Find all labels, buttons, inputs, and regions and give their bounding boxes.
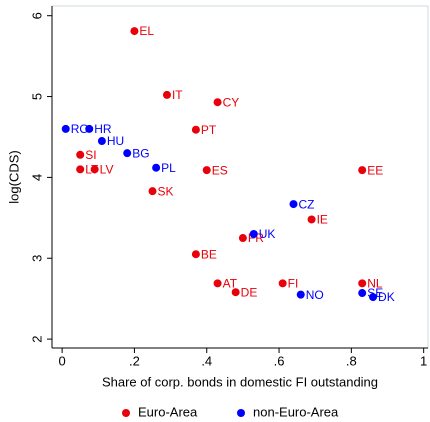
point — [231, 288, 240, 297]
point — [152, 163, 161, 172]
point — [90, 165, 99, 174]
point — [76, 165, 85, 174]
point — [61, 124, 70, 133]
point — [202, 166, 211, 175]
point — [213, 279, 222, 288]
x-axis-title: Share of corp. bonds in domestic FI outs… — [102, 374, 378, 389]
point — [289, 200, 298, 209]
point-label: BG — [132, 146, 149, 160]
point-label: DE — [241, 285, 258, 299]
point-label: SI — [85, 148, 96, 162]
x-tick-label: .4 — [201, 353, 212, 368]
point-label: IT — [172, 88, 183, 102]
point-label: FI — [288, 276, 299, 290]
point — [213, 98, 222, 107]
point-label: CZ — [299, 197, 315, 211]
x-tick-label: .2 — [129, 353, 140, 368]
point — [191, 125, 200, 134]
point — [249, 230, 258, 238]
point-label: RO — [71, 122, 89, 136]
y-tick-label: 5 — [29, 93, 44, 100]
point — [296, 290, 305, 299]
point-label: HU — [107, 134, 124, 148]
y-tick-label: 3 — [29, 255, 44, 262]
legend-label: Euro-Area — [138, 404, 198, 419]
point-label: NO — [306, 288, 324, 302]
point-label: PL — [161, 161, 176, 175]
point-label: AT — [223, 276, 238, 290]
point-label: PT — [201, 123, 217, 137]
point-label: UK — [259, 227, 276, 241]
x-tick-label: .8 — [346, 353, 357, 368]
point-label: LV — [100, 162, 114, 176]
legend-marker — [122, 409, 130, 417]
point — [123, 149, 132, 158]
point-label: IE — [317, 213, 328, 227]
x-tick-label: .6 — [274, 353, 285, 368]
point — [148, 187, 157, 196]
y-tick-label: 6 — [29, 12, 44, 19]
x-tick-label: 1 — [420, 353, 427, 368]
legend-label: non-Euro-Area — [253, 404, 339, 419]
point — [307, 215, 316, 224]
point — [358, 279, 367, 288]
point — [358, 289, 367, 298]
point — [278, 279, 287, 288]
x-tick-label: 0 — [59, 353, 66, 368]
y-axis-title: log(CDS) — [6, 150, 21, 203]
point-label: EE — [367, 163, 383, 177]
y-tick-label: 2 — [29, 335, 44, 342]
point — [97, 137, 106, 146]
point-label: SK — [158, 184, 174, 198]
point — [162, 90, 171, 99]
point-label: EL — [139, 24, 154, 38]
point-label: ES — [212, 163, 228, 177]
point — [76, 150, 85, 159]
point-label: HR — [94, 122, 112, 136]
point-label: DK — [378, 290, 395, 304]
point — [85, 124, 94, 133]
point-label: BE — [201, 247, 217, 261]
legend-marker — [237, 409, 245, 417]
point-label: CY — [223, 95, 240, 109]
point — [238, 234, 247, 243]
y-tick-label: 4 — [29, 174, 44, 181]
point — [369, 293, 378, 302]
point-label: NL — [367, 276, 383, 290]
point — [130, 27, 139, 36]
point — [191, 250, 200, 259]
point — [358, 166, 367, 175]
